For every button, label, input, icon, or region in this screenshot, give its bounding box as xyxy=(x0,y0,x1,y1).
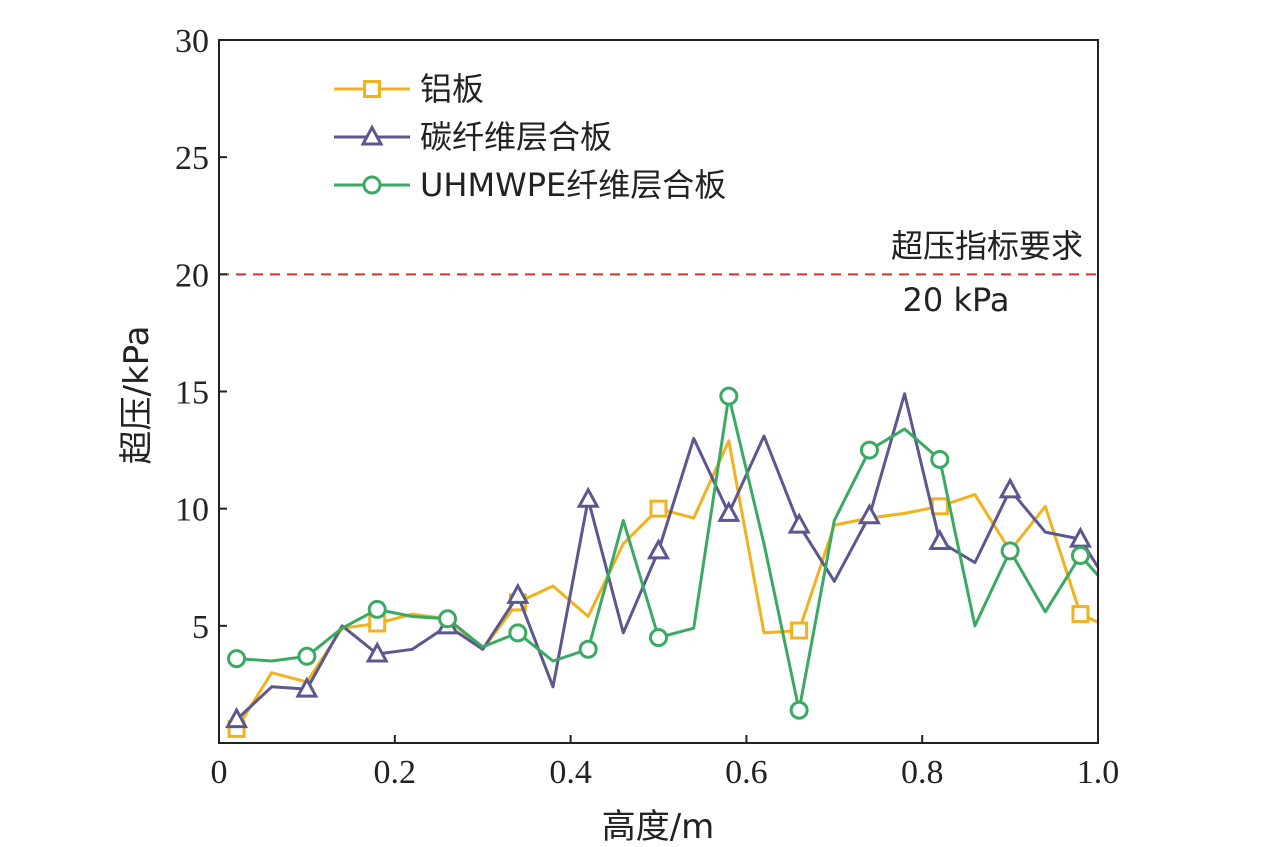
data-point xyxy=(930,449,950,469)
data-point xyxy=(506,582,530,604)
data-point xyxy=(649,628,668,648)
legend-item: 铝板 xyxy=(334,70,484,108)
data-point xyxy=(790,621,809,640)
data-point xyxy=(1071,605,1090,624)
data-point xyxy=(225,706,249,729)
data-point xyxy=(859,440,879,460)
legend-marker xyxy=(363,80,381,98)
legend-label: UHMWPE纤维层合板 xyxy=(420,166,726,204)
data-point xyxy=(1070,546,1090,566)
y-tick-label: 10 xyxy=(175,492,209,529)
reference-line-value: 20 kPa xyxy=(903,281,1010,319)
data-point xyxy=(578,639,598,659)
axis-layer: 0 0.2 0.4 0.6 0.8 1.0 5 10 15 20 25 30 xyxy=(175,23,1119,791)
data-point xyxy=(928,528,952,550)
data-point xyxy=(297,646,317,666)
legend-label: 碳纤维层合板 xyxy=(420,118,612,156)
data-point xyxy=(438,609,458,629)
legend-marker xyxy=(362,175,382,195)
data-point xyxy=(649,499,668,518)
legend-marker xyxy=(360,124,384,146)
x-axis-title: 高度/m xyxy=(602,807,715,847)
x-tick-label: 0.2 xyxy=(374,754,417,791)
data-point xyxy=(719,386,739,406)
data-point xyxy=(1000,541,1020,561)
y-tick-label: 30 xyxy=(175,23,209,60)
y-axis-title: 超压/kPa xyxy=(117,326,157,465)
x-tick-label: 0.6 xyxy=(725,754,768,791)
legend-item: 碳纤维层合板 xyxy=(334,118,612,156)
data-point xyxy=(367,599,387,619)
y-tick-label: 5 xyxy=(192,609,209,646)
data-point xyxy=(646,538,671,560)
data-point xyxy=(508,623,528,643)
series-layer xyxy=(225,386,1098,738)
data-point xyxy=(365,641,389,663)
x-tick-label: 0.4 xyxy=(549,754,592,791)
x-tick-label: 0.8 xyxy=(901,754,944,791)
reference-line-label: 超压指标要求 xyxy=(891,227,1083,265)
y-tick-label: 15 xyxy=(175,375,209,412)
data-point xyxy=(576,486,600,508)
y-tick-label: 20 xyxy=(175,257,209,294)
data-point xyxy=(227,649,247,669)
data-point xyxy=(717,500,741,522)
legend-item: UHMWPE纤维层合板 xyxy=(334,166,726,204)
series-3 xyxy=(227,386,1098,720)
x-tick-label: 0 xyxy=(211,754,228,791)
x-tick-label: 1.0 xyxy=(1077,754,1120,791)
data-point xyxy=(789,700,809,720)
data-point xyxy=(998,477,1022,499)
y-tick-label: 25 xyxy=(175,140,209,177)
series-1 xyxy=(227,439,1098,738)
legend-label: 铝板 xyxy=(420,70,484,108)
data-point xyxy=(857,503,881,525)
data-point xyxy=(787,512,811,534)
data-point xyxy=(295,676,319,698)
data-point xyxy=(930,497,949,516)
